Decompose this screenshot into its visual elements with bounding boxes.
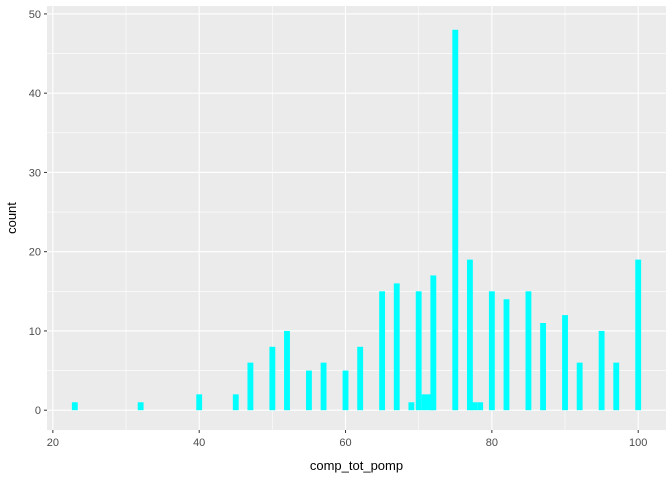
histogram-bar [232, 394, 239, 411]
x-tick-label: 80 [486, 437, 498, 449]
histogram-bar [477, 402, 484, 411]
y-tick-labels: 0 10 20 30 40 50 [29, 9, 41, 417]
histogram-bar [320, 362, 327, 411]
y-tick-label: 40 [29, 88, 41, 100]
x-tick-label: 20 [47, 437, 59, 449]
x-tick-label: 60 [339, 437, 351, 449]
axis-ticks [44, 13, 639, 433]
histogram-bar [525, 291, 532, 411]
histogram-bar [540, 323, 547, 411]
histogram-bar [306, 370, 312, 411]
histogram-bar [562, 315, 568, 411]
histogram-bar [342, 370, 349, 411]
histogram-bar [452, 29, 459, 411]
histogram-bar [471, 402, 478, 411]
x-tick-labels: 20 40 60 80 100 [47, 437, 648, 449]
x-tick-label: 100 [629, 437, 647, 449]
histogram-bar [379, 291, 386, 411]
histogram-bar [635, 259, 642, 411]
y-tick-label: 10 [29, 326, 41, 338]
y-axis-title: count [4, 202, 19, 234]
histogram-bar [415, 291, 422, 411]
histogram-bar [196, 394, 203, 411]
histogram-bar [393, 283, 400, 411]
histogram-bar [247, 362, 254, 411]
histogram-bar [408, 402, 415, 411]
histogram-bar [269, 346, 276, 411]
plot-panel [47, 6, 666, 430]
histogram-bar [466, 259, 473, 411]
histogram-bar [421, 394, 428, 411]
x-tick-label: 40 [193, 437, 205, 449]
histogram-bar [598, 330, 605, 411]
histogram-bar [613, 362, 620, 411]
minor-grid [47, 6, 666, 430]
histogram-bar [137, 402, 144, 411]
histogram-bar [357, 346, 364, 411]
x-axis-title: comp_tot_pomp [310, 458, 403, 473]
histogram-bar [284, 330, 290, 411]
histogram-bar [503, 299, 510, 411]
histogram-bar [430, 275, 437, 411]
y-tick-label: 0 [35, 405, 41, 417]
bars-layer [71, 29, 642, 411]
histogram-bar [71, 402, 78, 411]
y-tick-label: 30 [29, 167, 41, 179]
histogram-bar [576, 362, 583, 411]
y-tick-label: 50 [29, 9, 41, 21]
y-tick-label: 20 [29, 247, 41, 259]
histogram-bar [488, 291, 495, 411]
